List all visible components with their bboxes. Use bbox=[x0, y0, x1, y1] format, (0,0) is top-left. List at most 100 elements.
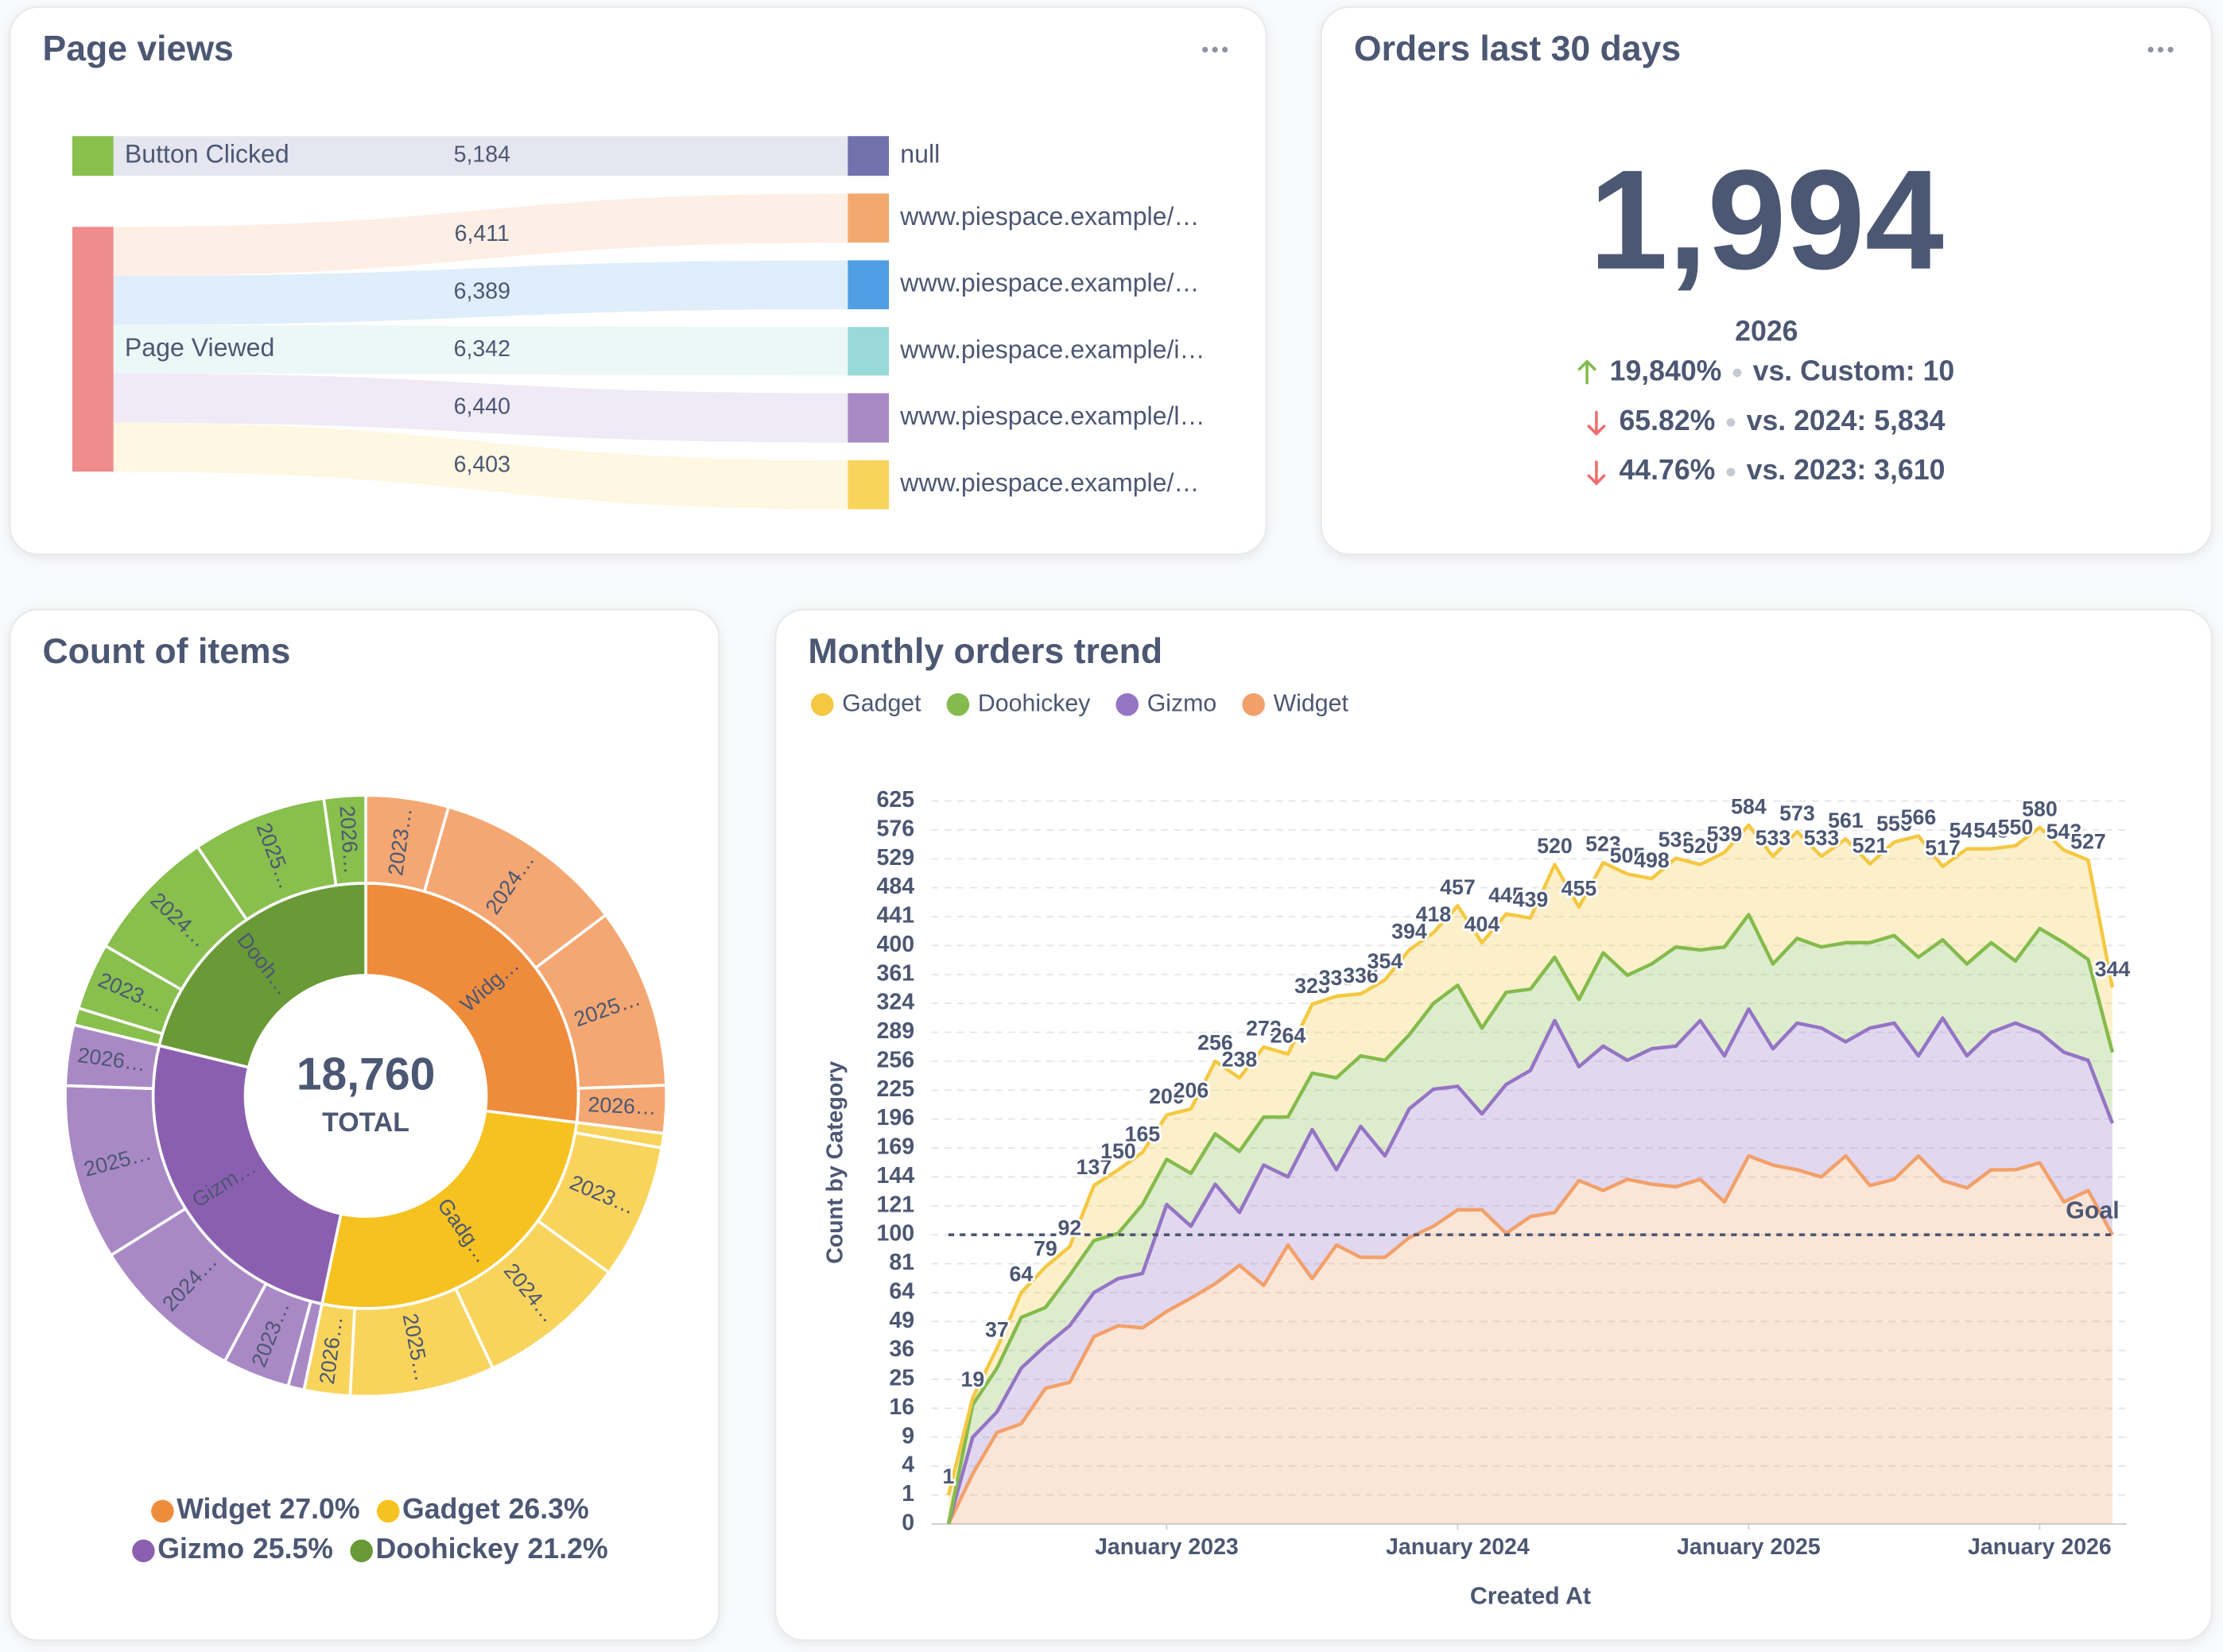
legend-percent: 25.5% bbox=[253, 1533, 333, 1565]
data-label: 238 bbox=[1222, 1047, 1258, 1071]
card-title: Page views bbox=[42, 29, 233, 68]
data-label: 584 bbox=[1731, 795, 1767, 819]
menu-dot bbox=[2167, 46, 2174, 53]
data-label: 323 bbox=[1294, 974, 1330, 998]
kpi-period: 2026 bbox=[1735, 316, 1798, 347]
data-label: 445 bbox=[1488, 883, 1524, 907]
legend-swatch bbox=[1242, 693, 1265, 716]
data-label: 79 bbox=[1034, 1236, 1057, 1260]
x-tick-label: January 2023 bbox=[1095, 1534, 1239, 1560]
legend-swatch bbox=[132, 1539, 155, 1563]
trend-arrow bbox=[1577, 359, 1597, 385]
legend-percent: 21.2% bbox=[528, 1533, 608, 1565]
y-axis-title: Count by Category bbox=[823, 1061, 848, 1264]
data-label: 37 bbox=[985, 1317, 1009, 1341]
data-label: 165 bbox=[1125, 1122, 1161, 1146]
data-label: 520 bbox=[1537, 834, 1573, 858]
card-menu[interactable] bbox=[1202, 46, 1228, 53]
data-label: 520 bbox=[1682, 834, 1718, 858]
legend-name: Widget bbox=[177, 1493, 271, 1525]
data-label: 150 bbox=[1100, 1139, 1136, 1163]
target-node bbox=[848, 460, 890, 510]
data-label: 455 bbox=[1562, 877, 1597, 901]
menu-dot bbox=[1202, 46, 1208, 53]
y-tick-label: 400 bbox=[877, 932, 915, 957]
flow bbox=[113, 422, 848, 510]
source-node bbox=[72, 227, 114, 472]
source-node bbox=[72, 136, 114, 176]
legend-item: Gizmo 25.5% bbox=[132, 1533, 333, 1565]
flow bbox=[113, 324, 848, 376]
data-label: 521 bbox=[1852, 833, 1888, 857]
card-menu[interactable] bbox=[2147, 46, 2174, 53]
target-label: www.piespace.example/… bbox=[899, 202, 1199, 231]
menu-dot bbox=[2157, 46, 2164, 53]
data-label: 1 bbox=[942, 1464, 954, 1488]
separator-dot bbox=[1726, 467, 1736, 477]
y-tick-label: 1 bbox=[902, 1481, 914, 1507]
card bbox=[774, 608, 2213, 1642]
comparison-row: 65.82% vs. 2024: 5,834 bbox=[1586, 405, 1946, 436]
y-tick-label: 256 bbox=[877, 1047, 915, 1072]
target-label: null bbox=[900, 140, 940, 169]
comparison-change: 44.76% bbox=[1619, 454, 1715, 486]
comparison-text: vs. Custom: 10 bbox=[1753, 355, 1955, 386]
menu-dot bbox=[2147, 46, 2154, 53]
data-label: 523 bbox=[1585, 832, 1621, 856]
x-axis-title: Created At bbox=[1470, 1584, 1591, 1610]
data-label: 206 bbox=[1174, 1079, 1209, 1103]
target-label: www.piespace.example/… bbox=[899, 269, 1199, 297]
y-tick-label: 289 bbox=[877, 1018, 915, 1044]
data-label: 545 bbox=[1973, 818, 2009, 842]
y-tick-label: 121 bbox=[877, 1192, 915, 1217]
legend-label: Widget bbox=[1274, 690, 1349, 716]
y-tick-label: 81 bbox=[889, 1250, 914, 1275]
line bbox=[946, 1007, 2114, 1525]
card bbox=[9, 6, 1267, 556]
flow-label: 6,342 bbox=[454, 336, 510, 362]
links bbox=[113, 136, 848, 510]
card-title: Monthly orders trend bbox=[808, 632, 1162, 671]
legend-swatch bbox=[350, 1539, 373, 1563]
data-label: 92 bbox=[1058, 1216, 1082, 1240]
y-tick-label: 441 bbox=[877, 903, 915, 929]
flow-label: 6,411 bbox=[455, 221, 510, 246]
y-tick-label: 100 bbox=[877, 1221, 915, 1247]
y-tick-label: 4 bbox=[902, 1452, 914, 1478]
y-tick-label: 0 bbox=[902, 1510, 914, 1535]
y-tick-label: 484 bbox=[877, 874, 915, 899]
data-label: 272 bbox=[1246, 1017, 1282, 1041]
data-label: 137 bbox=[1077, 1155, 1112, 1179]
area bbox=[948, 914, 2112, 1524]
y-tick-label: 324 bbox=[877, 990, 915, 1015]
data-label: 556 bbox=[1876, 812, 1912, 836]
legend-swatch bbox=[1115, 693, 1139, 716]
legend-label: Gizmo bbox=[1147, 690, 1217, 716]
target-node bbox=[848, 136, 890, 176]
legend-swatch bbox=[946, 693, 970, 716]
legend-item: Widget 27.0% bbox=[151, 1493, 360, 1525]
legend-item: Gadget 26.3% bbox=[376, 1493, 589, 1525]
y-tick-label: 225 bbox=[877, 1076, 915, 1102]
data-label: 498 bbox=[1634, 848, 1670, 872]
legend-swatch bbox=[810, 693, 834, 716]
data-label: 530 bbox=[1659, 828, 1694, 851]
source-label: Page Viewed bbox=[125, 333, 274, 362]
data-label: 404 bbox=[1465, 912, 1500, 936]
data-label: 333 bbox=[1319, 966, 1355, 990]
target-node bbox=[848, 393, 890, 443]
target-node bbox=[848, 260, 890, 309]
data-label: 545 bbox=[1949, 818, 1985, 842]
total-value: 18,760 bbox=[297, 1049, 435, 1099]
line bbox=[946, 913, 2115, 1525]
data-label: 550 bbox=[1998, 815, 2034, 839]
comparison-row: 19,840% vs. Custom: 10 bbox=[1577, 355, 1955, 386]
area bbox=[948, 1155, 2112, 1524]
legend-name: Doohickey bbox=[376, 1533, 519, 1565]
y-tick-label: 9 bbox=[902, 1423, 914, 1448]
data-label: 394 bbox=[1391, 920, 1427, 944]
separator-dot bbox=[1732, 368, 1742, 378]
flow bbox=[113, 373, 848, 443]
card bbox=[1321, 6, 2213, 556]
legend-item: Doohickey 21.2% bbox=[350, 1533, 608, 1565]
